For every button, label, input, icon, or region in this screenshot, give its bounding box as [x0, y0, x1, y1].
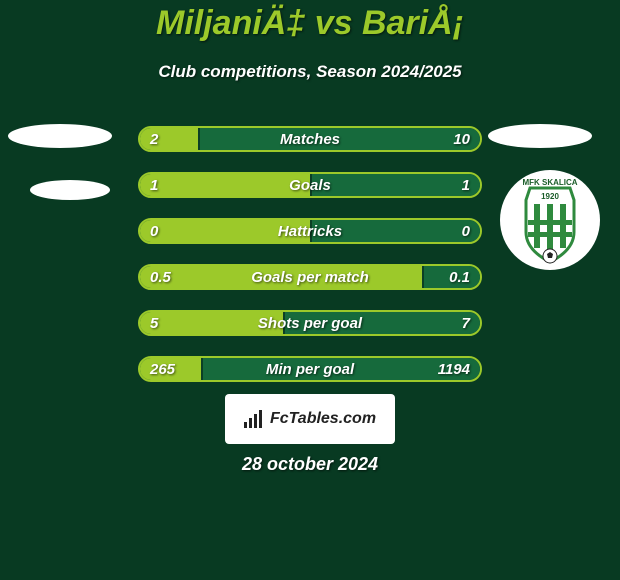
- stat-label: Goals per match: [140, 266, 480, 288]
- page-subtitle: Club competitions, Season 2024/2025: [0, 62, 620, 82]
- footer-date: 28 october 2024: [0, 454, 620, 475]
- stat-row: 0.50.1Goals per match: [140, 266, 480, 288]
- crest-icon: MFK SKALICA 1920: [500, 170, 600, 270]
- stat-label: Min per goal: [140, 358, 480, 380]
- comparison-infographic: MiljaniÄ‡ vs BariÅ¡ Club competitions, S…: [0, 0, 620, 580]
- stat-row: 00Hattricks: [140, 220, 480, 242]
- left-player-placeholder-small: [30, 180, 110, 200]
- stat-row: 210Matches: [140, 128, 480, 150]
- page-title: MiljaniÄ‡ vs BariÅ¡: [0, 6, 620, 40]
- brand-chart-icon: [244, 410, 264, 428]
- stat-row: 11Goals: [140, 174, 480, 196]
- stat-label: Goals: [140, 174, 480, 196]
- stat-label: Matches: [140, 128, 480, 150]
- stat-label: Hattricks: [140, 220, 480, 242]
- svg-text:MFK SKALICA: MFK SKALICA: [522, 178, 577, 187]
- stat-label: Shots per goal: [140, 312, 480, 334]
- stat-row: 2651194Min per goal: [140, 358, 480, 380]
- brand-box: FcTables.com: [225, 394, 395, 444]
- stat-row: 57Shots per goal: [140, 312, 480, 334]
- brand-text: FcTables.com: [270, 410, 376, 428]
- svg-text:1920: 1920: [541, 192, 559, 201]
- club-crest: MFK SKALICA 1920: [500, 170, 600, 270]
- right-player-placeholder: [488, 124, 592, 148]
- left-player-placeholder: [8, 124, 112, 148]
